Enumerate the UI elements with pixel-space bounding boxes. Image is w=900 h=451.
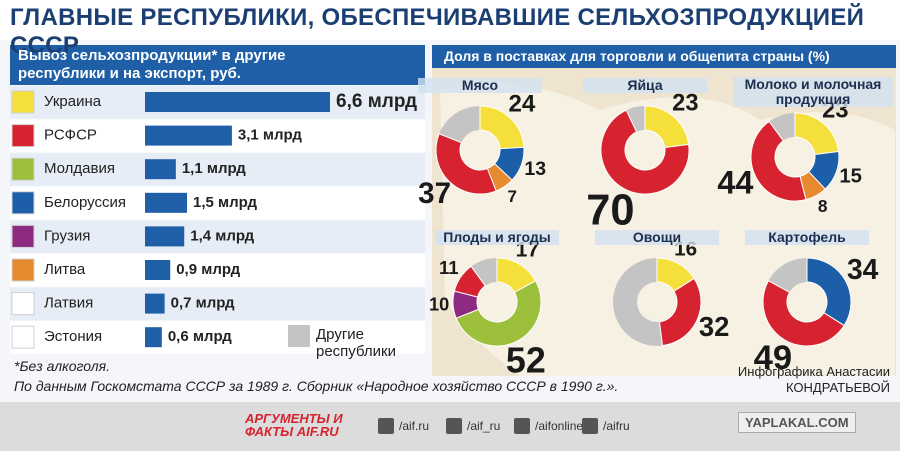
bar — [145, 226, 185, 247]
bar-title: Вывоз сельхозпродукции* в другие республ… — [18, 47, 286, 82]
category-label: РСФСР — [44, 127, 97, 144]
category-label: Эстония — [44, 328, 102, 345]
legend-swatch — [11, 191, 35, 215]
value-label: 6,6 млрд — [336, 91, 417, 112]
donut-title: Мясо — [418, 78, 542, 93]
legend-swatch — [11, 325, 35, 349]
bar — [145, 159, 176, 180]
bar — [145, 260, 171, 280]
value-label: 3,1 млрд — [238, 127, 302, 144]
logo: АРГУМЕНТЫ И ФАКТЫ AIF.RU — [245, 411, 343, 439]
row-bg — [10, 287, 425, 321]
data-label: 15 — [839, 165, 862, 187]
social-icon — [514, 418, 530, 434]
donut-segment — [806, 257, 852, 327]
legend-swatch — [288, 325, 310, 347]
row-bg — [10, 186, 425, 220]
data-label: 37 — [418, 177, 451, 210]
data-label: 34 — [847, 253, 879, 285]
watermark: YAPLAKAL.COM — [738, 412, 856, 433]
donut-title: Молоко и молочная продукция — [733, 77, 893, 107]
bar — [145, 192, 188, 213]
bar — [145, 125, 232, 146]
category-label: Молдавия — [44, 160, 115, 177]
donut-segment — [750, 120, 807, 202]
title: ГЛАВНЫЕ РЕСПУБЛИКИ, ОБЕСПЕЧИВАВШИЕ СЕЛЬХ… — [10, 4, 865, 59]
row-bg — [10, 321, 425, 354]
donut-title: Овощи — [595, 230, 719, 245]
category-label: Литва — [44, 261, 86, 278]
share-title: Доля в поставках для торговли и общепита… — [444, 48, 830, 64]
legend-swatch — [11, 292, 35, 316]
data-label: 23 — [672, 90, 698, 116]
value-label: 0,6 млрд — [168, 328, 232, 345]
category-label: Грузия — [44, 227, 90, 244]
category-label: Латвия — [44, 295, 93, 312]
legend-swatch — [11, 157, 35, 181]
data-label: 44 — [717, 165, 753, 201]
donut-segment — [658, 277, 702, 347]
social-link: /aifonline — [535, 419, 583, 433]
value-label: 1,5 млрд — [193, 194, 257, 211]
bar — [145, 327, 162, 348]
row-bg — [10, 220, 425, 253]
donut-title: Картофель — [745, 230, 869, 245]
credit: Инфографика Анастасии КОНДРАТЬЕВОЙ — [737, 364, 890, 395]
legend-swatch — [11, 124, 35, 148]
data-label: 11 — [439, 257, 459, 278]
donut-segment — [455, 280, 542, 347]
data-label: 13 — [524, 158, 546, 180]
social-icon — [446, 418, 462, 434]
data-label: 8 — [818, 196, 828, 216]
social-icon — [378, 418, 394, 434]
data-label: 52 — [506, 341, 546, 381]
value-label: 0,7 млрд — [171, 295, 235, 312]
social-icon — [582, 418, 598, 434]
row-bg — [10, 254, 425, 287]
value-label: 1,1 млрд — [182, 160, 246, 177]
category-label: Белоруссия — [44, 194, 126, 211]
value-label: 1,4 млрд — [190, 227, 254, 244]
data-label: 10 — [429, 294, 449, 314]
donut-title: Яйца — [583, 78, 707, 93]
row-bg — [10, 153, 425, 186]
donut-segment — [600, 109, 690, 195]
data-label: 7 — [508, 187, 517, 206]
data-label: 24 — [509, 91, 536, 118]
social-link: /aif_ru — [467, 419, 500, 433]
social-link: /aifru — [603, 419, 630, 433]
donut-segment — [453, 265, 486, 298]
category-label: Украина — [44, 93, 102, 110]
panel-header — [10, 45, 425, 85]
bar — [145, 92, 330, 112]
data-label: 32 — [699, 311, 730, 342]
value-label: 0,9 млрд — [176, 261, 240, 278]
legend-swatch — [11, 224, 35, 248]
data-label: 49 — [754, 339, 792, 377]
legend-swatch — [11, 90, 35, 114]
source: По данным Госкомстата СССР за 1989 г. Сб… — [14, 378, 619, 394]
donut-title: Плоды и ягоды — [435, 230, 559, 245]
legend-swatch — [11, 258, 35, 282]
legend-label: Другие республики — [316, 326, 396, 360]
donut-segment — [762, 280, 845, 347]
social-link: /aif.ru — [399, 419, 429, 433]
panel-header — [432, 45, 896, 68]
donut-segment — [435, 133, 497, 195]
data-label: 70 — [586, 186, 634, 234]
footnote: *Без алкоголя. — [14, 358, 110, 374]
bar — [145, 293, 165, 314]
